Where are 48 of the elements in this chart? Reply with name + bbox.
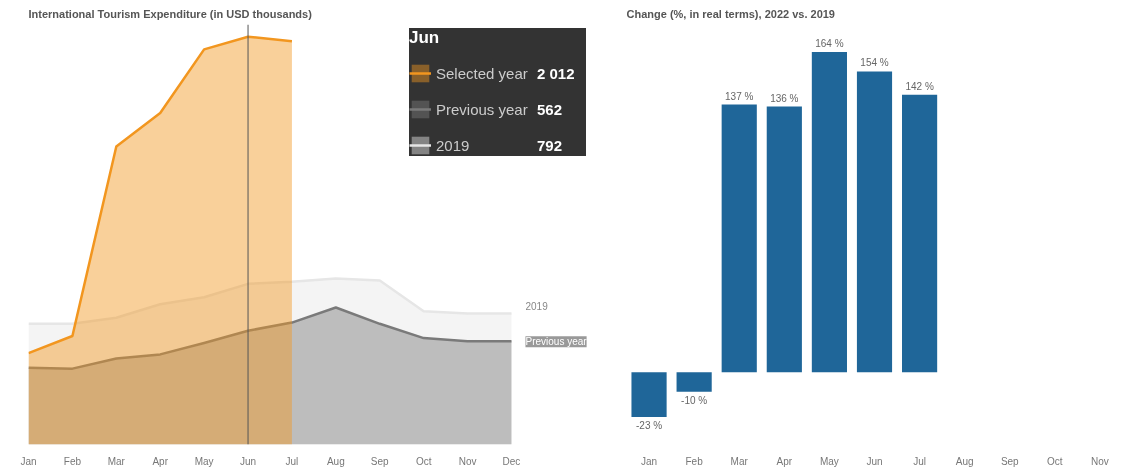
legend-label: 2019 [436, 136, 470, 154]
data-label: 136 % [770, 92, 799, 104]
x-tick-label: Sep [1000, 455, 1020, 467]
text: 2 012 [537, 64, 575, 82]
x-tick-label: Mar [107, 455, 126, 467]
x-tick-label: Jun [239, 455, 257, 467]
legend-title: Jun [409, 28, 441, 48]
x-tick-label: Feb [63, 455, 82, 467]
x-tick-label: Feb [685, 455, 704, 467]
x-tick-label: Apr [776, 455, 793, 467]
x-tick-label: Mar [730, 455, 749, 467]
x-tick-label: Dec [502, 455, 521, 467]
x-tick-label: Jul [285, 455, 299, 467]
x-tick-label: Jul [913, 455, 926, 467]
text: 792 [537, 136, 563, 154]
x-tick-label: Nov [458, 455, 477, 467]
x-tick-label: Jan [640, 455, 658, 467]
data-label: -10 % [681, 394, 708, 406]
x-tick-label: Jan [20, 455, 37, 467]
x-tick-label: Oct [1047, 455, 1063, 467]
legend-label: Selected year [436, 64, 528, 82]
legend-label: Previous year [436, 100, 528, 118]
bar [811, 51, 847, 373]
x-tick-label: Aug [326, 455, 345, 467]
data-label: 142 % [905, 80, 934, 92]
bar [902, 94, 938, 373]
x-tick-label: Jun [866, 455, 883, 467]
data-label: 137 % [725, 90, 754, 102]
x-tick-label: May [194, 455, 214, 467]
data-label: 154 % [860, 57, 889, 69]
chart-title: Change (%, in real terms), 2022 vs. 2019 [626, 7, 835, 20]
x-tick-label: Apr [152, 455, 169, 467]
chart-title: International Tourism Expenditure (in USD thousands) [28, 7, 313, 20]
text: Previous year [525, 336, 587, 348]
x-tick-label: Nov [1091, 455, 1109, 467]
data-label: 164 % [815, 37, 844, 49]
bar [721, 104, 757, 373]
bar [856, 71, 893, 373]
x-tick-label: Aug [955, 455, 974, 467]
bar [631, 372, 667, 418]
x-tick-label: May [819, 455, 839, 467]
bar [676, 372, 712, 392]
text: 562 [537, 100, 563, 118]
data-label: -23 % [635, 420, 663, 432]
x-tick-label: Oct [415, 455, 432, 467]
text: 2019 [525, 300, 548, 312]
x-tick-label: Sep [370, 455, 390, 467]
bar [766, 106, 802, 373]
